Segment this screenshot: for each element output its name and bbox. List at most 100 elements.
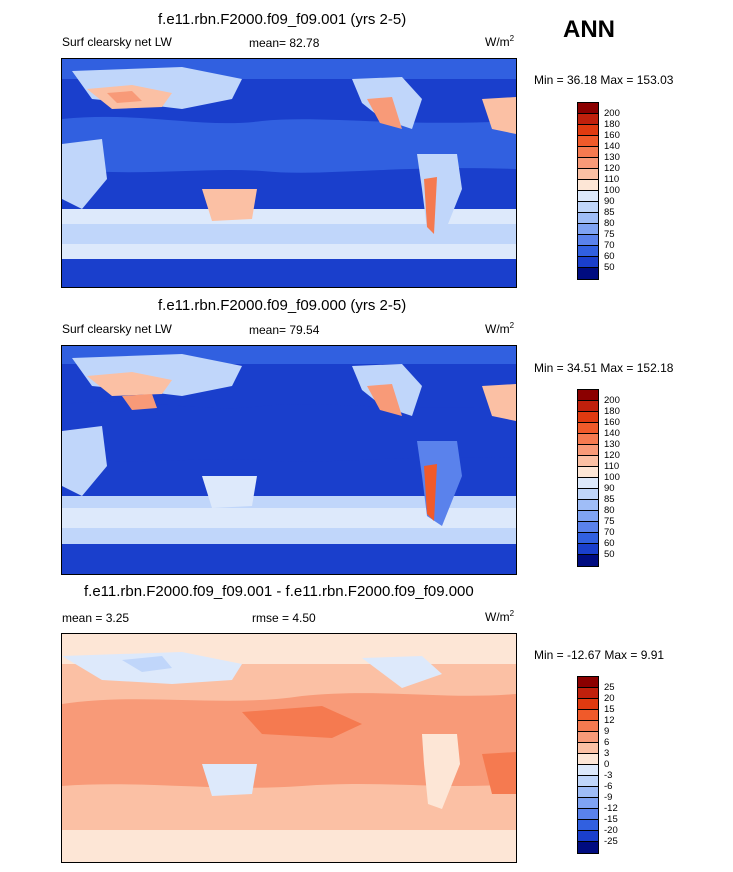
colorbar-tick-label: 130 (604, 439, 620, 450)
colorbar-tick-label: 60 (604, 251, 615, 262)
colorbar-swatch (577, 786, 599, 799)
colorbar-swatch (577, 532, 599, 545)
colorbar-tick-label: 120 (604, 163, 620, 174)
colorbar-tick-label: 15 (604, 704, 615, 715)
colorbar-tick-label: 0 (604, 759, 610, 770)
colorbar-swatch (577, 808, 599, 821)
colorbar-swatch (577, 223, 599, 236)
panel-3-title: f.e11.rbn.F2000.f09_f09.001 - f.e11.rbn.… (84, 583, 474, 600)
colorbar-swatch (577, 554, 599, 567)
colorbar-tick-label: 9 (604, 726, 610, 737)
colorbar-swatch (577, 411, 599, 424)
colorbar-swatch (577, 797, 599, 810)
colorbar-swatch (577, 179, 599, 192)
colorbar-swatch (577, 709, 599, 722)
colorbar-tick-label: 25 (604, 682, 615, 693)
colorbar-tick-label: 140 (604, 141, 620, 152)
panel-1-map-field (62, 59, 516, 287)
panel-2-map (61, 345, 517, 575)
colorbar-swatch (577, 753, 599, 766)
colorbar-swatch (577, 157, 599, 170)
colorbar-swatch (577, 543, 599, 556)
colorbar-swatch (577, 510, 599, 523)
colorbar-swatch (577, 764, 599, 777)
panel-1-minmax: Min = 36.18 Max = 153.03 (534, 73, 674, 87)
colorbar-tick-label: 3 (604, 748, 610, 759)
colorbar-tick-label: 50 (604, 262, 615, 273)
colorbar-swatch (577, 212, 599, 225)
colorbar-tick-label: -12 (604, 803, 618, 814)
panel-1-mean: mean= 82.78 (249, 36, 320, 50)
colorbar-swatch (577, 830, 599, 843)
colorbar-tick-label: 60 (604, 538, 615, 549)
panel-3-minmax: Min = -12.67 Max = 9.91 (534, 648, 665, 662)
colorbar-swatch (577, 102, 599, 115)
colorbar-swatch (577, 687, 599, 700)
panel-3-rmse: rmse = 4.50 (252, 611, 316, 625)
colorbar-swatch (577, 113, 599, 126)
colorbar-swatch (577, 731, 599, 744)
colorbar-tick-label: 12 (604, 715, 615, 726)
colorbar-swatch (577, 676, 599, 689)
colorbar-swatch (577, 841, 599, 854)
colorbar-swatch (577, 698, 599, 711)
panel-1-units: W/m2 (485, 34, 515, 49)
colorbar-swatch (577, 720, 599, 733)
colorbar-tick-label: 200 (604, 108, 620, 119)
colorbar-tick-label: -6 (604, 781, 613, 792)
colorbar-tick-label: -20 (604, 825, 618, 836)
colorbar-swatch (577, 135, 599, 148)
colorbar-swatch (577, 267, 599, 280)
colorbar-tick-label: 180 (604, 406, 620, 417)
colorbar-tick-label: 80 (604, 218, 615, 229)
colorbar-tick-label: 120 (604, 450, 620, 461)
panel-3-mean: mean = 3.25 (62, 611, 130, 625)
colorbar-swatch (577, 190, 599, 203)
panel-1-title: f.e11.rbn.F2000.f09_f09.001 (yrs 2-5) (158, 11, 407, 28)
panel-3-map-field (62, 634, 516, 862)
colorbar-tick-label: 90 (604, 483, 615, 494)
colorbar-tick-label: 75 (604, 516, 615, 527)
colorbar-swatch (577, 146, 599, 159)
panel-1-map (61, 58, 517, 288)
colorbar-tick-label: -25 (604, 836, 618, 847)
colorbar-swatch (577, 742, 599, 755)
colorbar-tick-label: 100 (604, 185, 620, 196)
colorbar-swatch (577, 422, 599, 435)
colorbar-tick-label: 85 (604, 207, 615, 218)
colorbar-swatch (577, 234, 599, 247)
colorbar-tick-label: 180 (604, 119, 620, 130)
colorbar-tick-label: 130 (604, 152, 620, 163)
colorbar-tick-label: -9 (604, 792, 613, 803)
colorbar-tick-label: 85 (604, 494, 615, 505)
colorbar-tick-label: 50 (604, 549, 615, 560)
panel-2-minmax: Min = 34.51 Max = 152.18 (534, 361, 674, 375)
colorbar-swatch (577, 444, 599, 457)
colorbar-swatch (577, 466, 599, 479)
colorbar-tick-label: 110 (604, 461, 620, 472)
colorbar-swatch (577, 168, 599, 181)
colorbar-swatch (577, 488, 599, 501)
panel-2-map-field (62, 346, 516, 574)
panel-1-variable: Surf clearsky net LW (62, 35, 172, 49)
colorbar-swatch (577, 433, 599, 446)
colorbar-swatch (577, 819, 599, 832)
colorbar-tick-label: 200 (604, 395, 620, 406)
panel-2-units: W/m2 (485, 321, 515, 336)
panel-2-variable: Surf clearsky net LW (62, 322, 172, 336)
season-label: ANN (563, 16, 615, 43)
panel-2-title: f.e11.rbn.F2000.f09_f09.000 (yrs 2-5) (158, 297, 407, 314)
colorbar-tick-label: 160 (604, 130, 620, 141)
panel-2-mean: mean= 79.54 (249, 323, 320, 337)
colorbar-swatch (577, 521, 599, 534)
panel-3-map (61, 633, 517, 863)
colorbar-tick-label: 90 (604, 196, 615, 207)
colorbar-swatch (577, 201, 599, 214)
colorbar-tick-label: -3 (604, 770, 613, 781)
colorbar-tick-label: 160 (604, 417, 620, 428)
colorbar-swatch (577, 477, 599, 490)
colorbar-tick-label: -15 (604, 814, 618, 825)
colorbar-swatch (577, 389, 599, 402)
colorbar-tick-label: 100 (604, 472, 620, 483)
colorbar-tick-label: 80 (604, 505, 615, 516)
